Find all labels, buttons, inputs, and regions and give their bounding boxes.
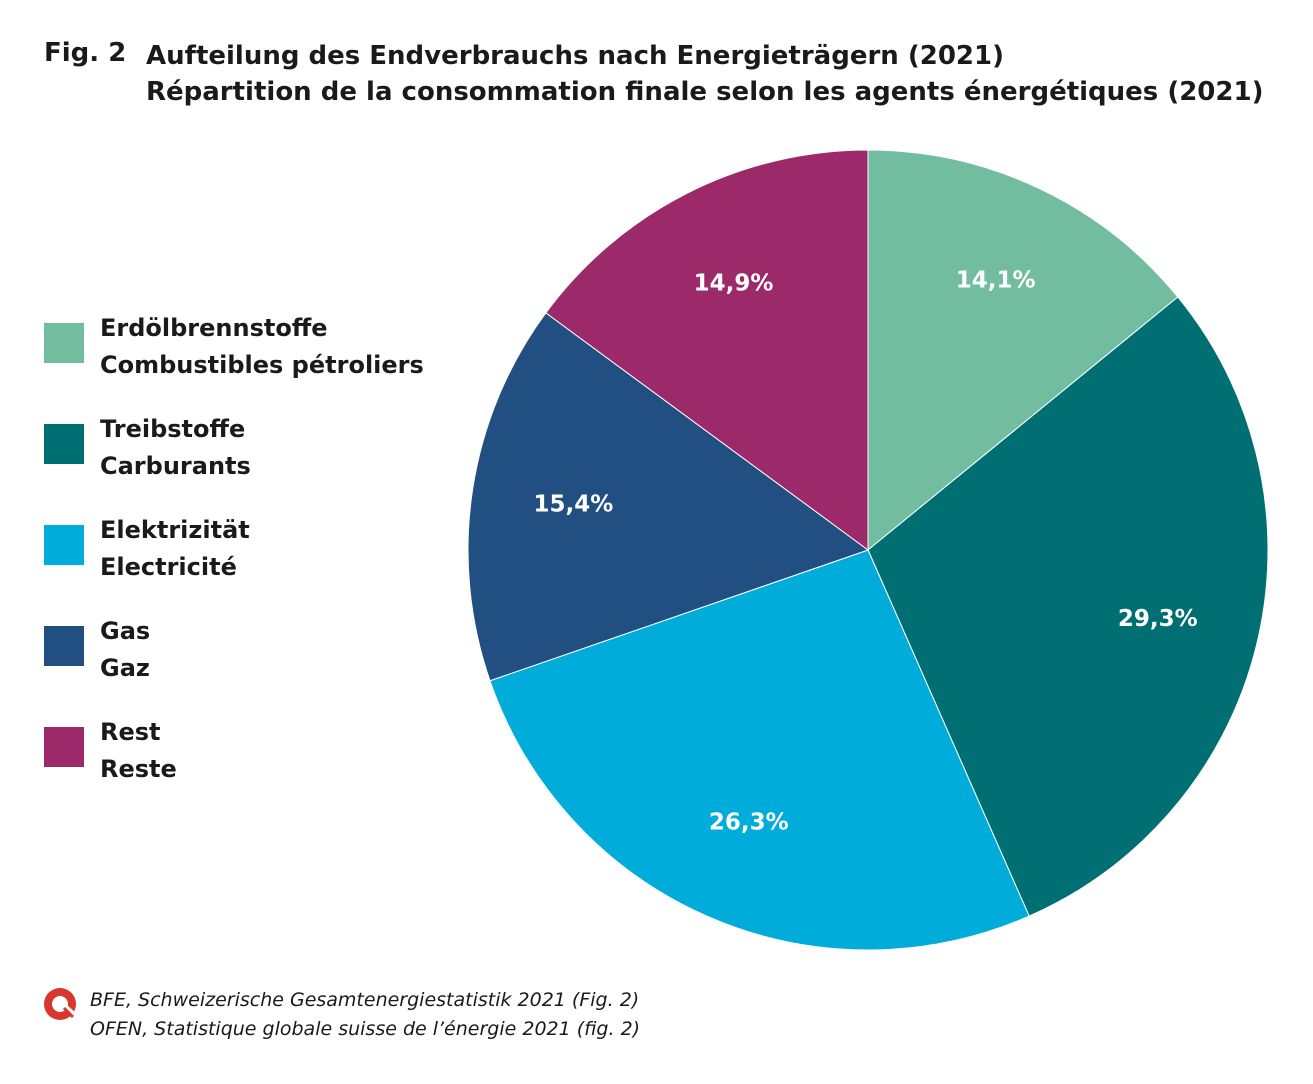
legend-swatch bbox=[44, 727, 84, 767]
slice-value-label: 14,9% bbox=[694, 271, 774, 297]
slice-value-label: 29,3% bbox=[1118, 606, 1198, 632]
legend-swatch bbox=[44, 525, 84, 565]
pie-slice bbox=[867, 296, 1269, 917]
legend-label-fr: Combustibles pétroliers bbox=[100, 351, 424, 379]
pie-slice bbox=[867, 149, 1179, 552]
legend-label-de: Elektrizität bbox=[100, 516, 250, 544]
slice-value-label: 15,4% bbox=[534, 492, 614, 518]
source-line-fr: OFEN, Statistique globale suisse de l’én… bbox=[90, 1018, 641, 1040]
slice-value-label: 14,1% bbox=[956, 267, 1036, 293]
legend-label-de: Gas bbox=[100, 617, 151, 645]
legend-label-de: Rest bbox=[100, 718, 161, 746]
legend-swatch bbox=[44, 323, 84, 363]
pie-slice bbox=[467, 312, 870, 682]
slice-value-label: 26,3% bbox=[709, 810, 789, 836]
pie-slice bbox=[489, 549, 1030, 951]
chart-title: Aufteilung des Endverbrauchs nach Energi… bbox=[146, 38, 1263, 110]
legend-swatch bbox=[44, 424, 84, 464]
legend-label-fr: Gaz bbox=[100, 654, 150, 682]
legend-label-fr: Reste bbox=[100, 755, 177, 783]
title-french: Répartition de la consommation finale se… bbox=[146, 77, 1264, 107]
legend-label-de: Treibstoffe bbox=[100, 415, 246, 443]
legend-label-de: Erdölbrennstoffe bbox=[100, 314, 328, 342]
legend-label-fr: Carburants bbox=[100, 452, 251, 480]
legend-label-fr: Electricité bbox=[100, 553, 237, 581]
legend-swatch bbox=[44, 626, 84, 666]
figure-label: Fig. 2 bbox=[44, 38, 127, 68]
ofen-logo-icon bbox=[44, 988, 78, 1020]
title-german: Aufteilung des Endverbrauchs nach Energi… bbox=[146, 41, 1004, 71]
source-line-de: BFE, Schweizerische Gesamtenergiestatist… bbox=[90, 989, 640, 1011]
pie-slice bbox=[545, 149, 869, 551]
